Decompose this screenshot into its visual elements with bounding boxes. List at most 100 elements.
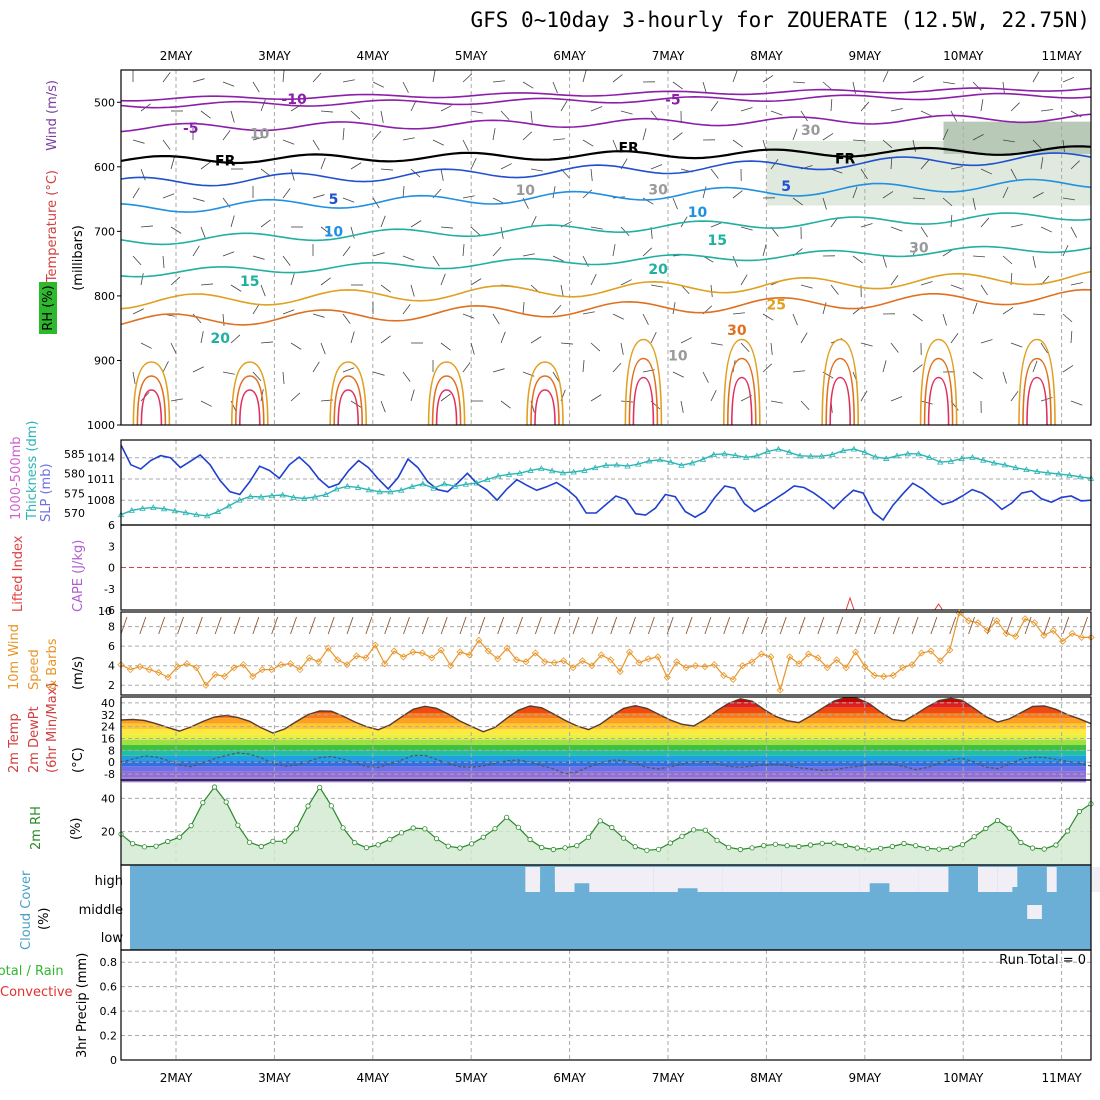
rh-point — [667, 840, 673, 846]
wind-barb — [972, 197, 976, 210]
wind-barb — [912, 244, 918, 257]
wind-barb — [230, 284, 242, 292]
surface-wind-barb — [817, 616, 825, 635]
li-tick: 0 — [108, 562, 115, 575]
rh-point — [994, 817, 1001, 824]
wind-speed-point — [833, 656, 841, 664]
surface-wind-barb — [629, 616, 636, 635]
rh-legend-swatch — [39, 282, 57, 334]
wind-barb — [282, 309, 295, 315]
thickness-point — [247, 493, 254, 499]
wind-barb — [162, 139, 171, 150]
thickness-point — [225, 502, 232, 509]
wind-speed-point — [522, 658, 530, 666]
wind-barb — [852, 255, 863, 264]
thickness-point — [602, 461, 610, 468]
surface-wind-barb — [968, 616, 975, 635]
convective-contour — [927, 376, 950, 426]
wind-speed-point — [437, 646, 445, 654]
contour-label: 10 — [324, 224, 344, 240]
rh-point — [691, 827, 697, 833]
wind-barb — [950, 110, 957, 122]
thickness-point — [538, 465, 545, 471]
rh-tick: 40 — [101, 792, 115, 805]
wind-barb — [380, 400, 386, 413]
wind-barb — [1040, 157, 1044, 170]
convective-contour — [435, 389, 458, 426]
surface-wind-barb — [1081, 616, 1089, 635]
wind-barb — [972, 81, 982, 91]
wind-barb — [372, 81, 384, 88]
convective-contour — [632, 376, 655, 426]
wind-barb — [852, 186, 858, 199]
wind-speed-point — [277, 661, 285, 669]
cloud-gap-high — [722, 867, 782, 892]
thickness-point — [344, 482, 351, 489]
wind-speed-point — [908, 661, 916, 669]
wind-barb — [372, 371, 385, 376]
wind-speed-point — [352, 652, 361, 660]
cloud-gap-high — [997, 867, 1018, 892]
contour-label: FR — [215, 153, 236, 169]
thickness-point — [1077, 473, 1084, 480]
thickness-point — [171, 507, 179, 514]
wind-barb — [192, 78, 205, 83]
wind-barb — [500, 110, 510, 121]
thickness-point — [592, 464, 599, 471]
wind-barb — [552, 138, 565, 141]
wind-barb — [822, 81, 833, 91]
rh-point — [375, 842, 381, 848]
convective-contour — [431, 375, 462, 426]
wind-speed-point — [889, 671, 897, 680]
temp-tick: 24 — [101, 721, 115, 734]
run-total: Run Total = 0 — [999, 953, 1086, 968]
wind-barb — [162, 72, 171, 83]
rh-point — [632, 844, 638, 850]
thickness-point — [699, 456, 707, 462]
wind-speed-point — [814, 654, 822, 662]
wind-barb — [1002, 255, 1013, 265]
temp-color-band — [122, 750, 1086, 756]
wind-speed-point — [861, 663, 869, 671]
rh-point — [574, 843, 580, 849]
wind-barb — [980, 99, 984, 112]
wind-speed-point — [795, 660, 803, 668]
wind-barb — [672, 132, 683, 141]
wind-speed-point — [851, 648, 860, 656]
convective-contour — [1022, 357, 1052, 426]
contour-label: -5 — [665, 93, 681, 109]
wind-barb — [770, 400, 783, 404]
wind-barb — [1002, 371, 1007, 384]
wind-barb — [620, 400, 633, 403]
slp-line — [120, 444, 1092, 522]
thickness-tick: 575 — [64, 487, 85, 500]
wind-barb — [710, 342, 723, 346]
wind-barb — [492, 80, 505, 83]
isotherm-line — [120, 145, 1092, 165]
wind-barb — [522, 253, 535, 257]
rh-point — [223, 799, 229, 805]
rh-point — [620, 835, 627, 841]
wind-barb — [740, 274, 748, 286]
wind-barb — [590, 394, 602, 402]
contour-label: 20 — [648, 262, 668, 278]
wind-barb — [642, 128, 647, 141]
wind-speed-point — [512, 656, 521, 664]
thickness-frame — [120, 439, 1092, 526]
thickness-point — [193, 511, 200, 518]
rh-point — [340, 825, 346, 831]
thickness-point — [807, 452, 814, 459]
cloud-unit-label: (%) — [37, 908, 52, 931]
wind-barb — [620, 342, 624, 355]
date-label-bottom: 9MAY — [848, 1071, 881, 1085]
thickness-point — [678, 461, 685, 468]
wind-barb — [500, 400, 511, 409]
wind-axis-label: 10m Wind — [7, 624, 22, 690]
thickness-point — [732, 452, 739, 458]
wind-barb — [770, 110, 783, 116]
rh-point — [328, 803, 334, 809]
rh-point — [948, 845, 954, 851]
wind-speed-point — [965, 617, 973, 625]
wind-barb — [1062, 313, 1073, 323]
wind-speed-point — [691, 662, 700, 670]
